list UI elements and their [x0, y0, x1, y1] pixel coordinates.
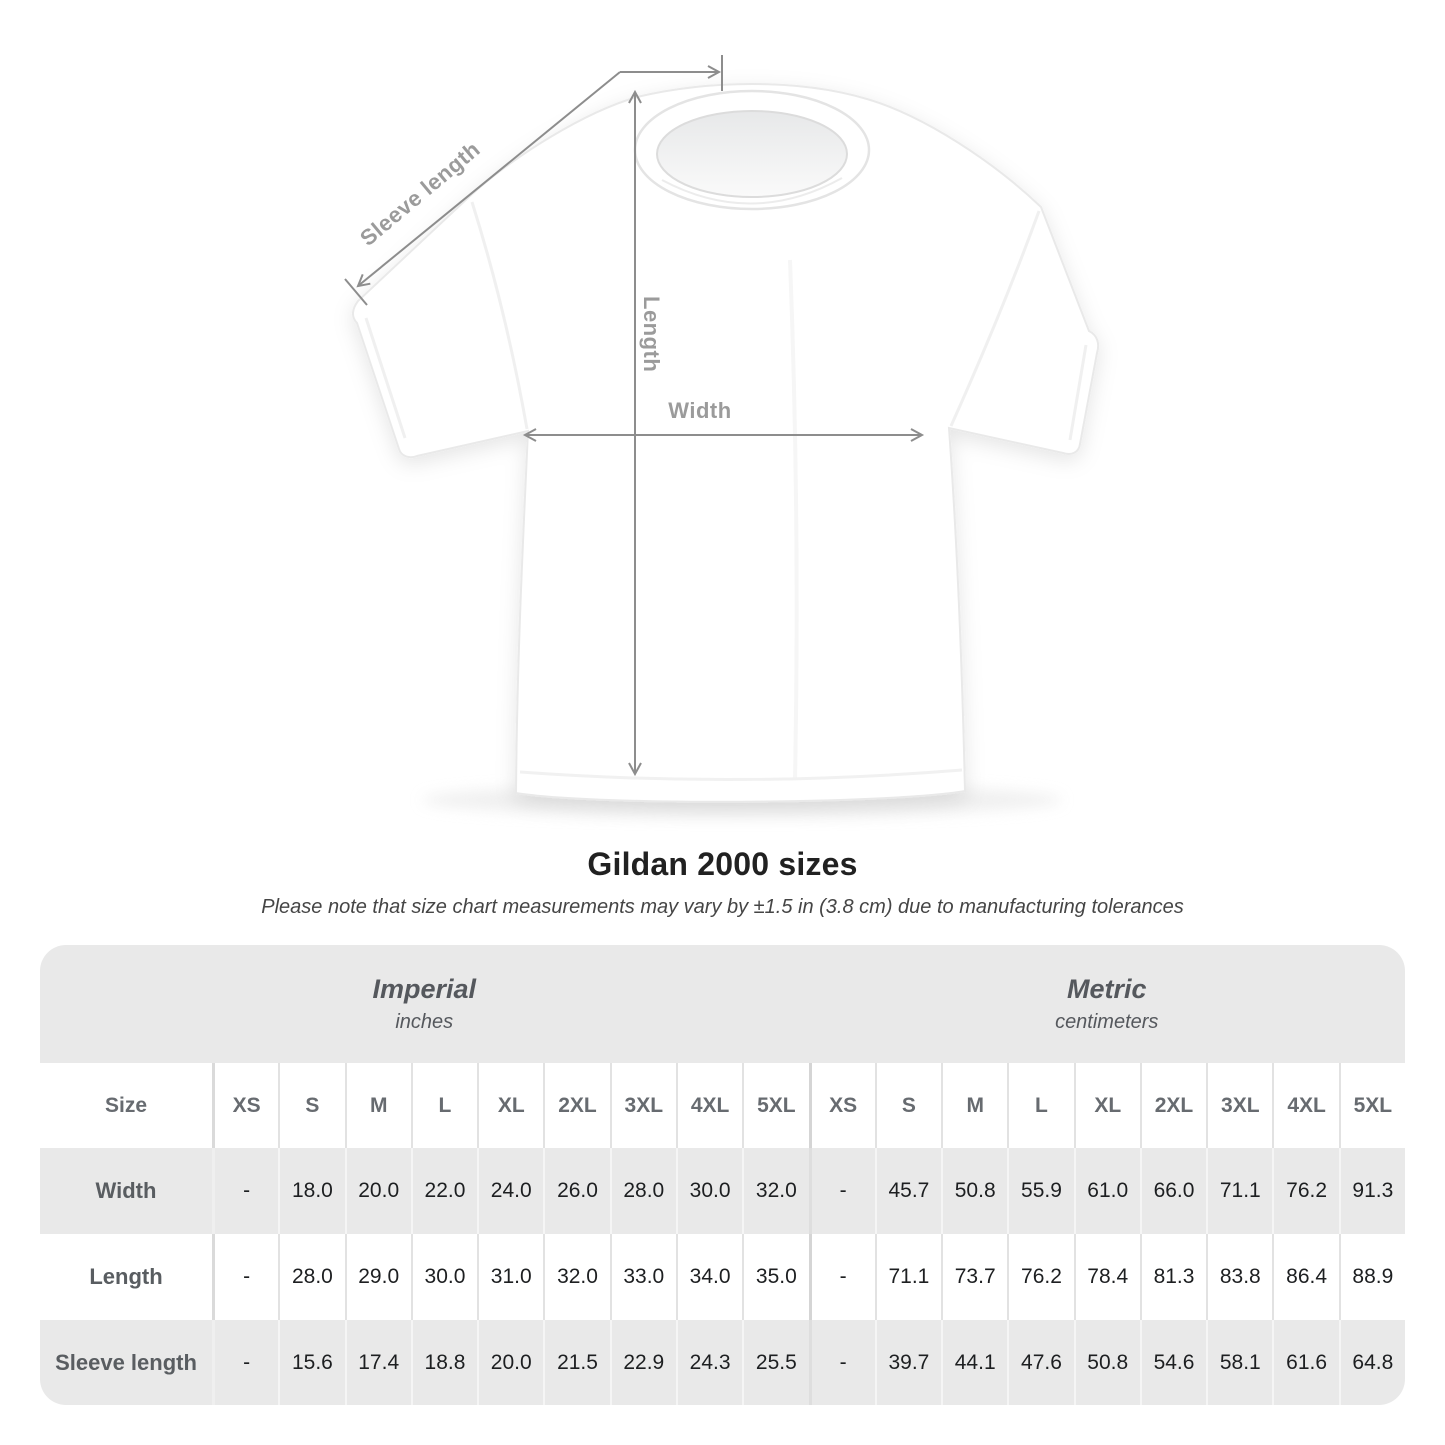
imperial-header: Imperial inches	[40, 945, 809, 1063]
tshirt-illustration: Sleeve length Length Width	[344, 55, 1100, 816]
width-cell: 61.0	[1073, 1148, 1140, 1234]
sleeve-length-cell: 15.6	[278, 1320, 345, 1405]
metric-header: Metric centimeters	[808, 945, 1405, 1063]
size-header-cell: 4XL	[675, 1063, 743, 1148]
width-cell: 71.1	[1206, 1148, 1273, 1234]
length-cell: 86.4	[1272, 1234, 1339, 1320]
sleeve-length-cell: -	[212, 1320, 279, 1405]
length-cell: 31.0	[477, 1234, 544, 1320]
page-subtitle: Please note that size chart measurements…	[261, 896, 1184, 918]
sleeve-length-cell: 39.7	[874, 1320, 942, 1405]
imperial-title: Imperial	[372, 974, 477, 1004]
shirt-sleeve-seam-left	[364, 317, 407, 439]
length-cell: 29.0	[344, 1234, 411, 1320]
size-header-cell: 2XL	[543, 1063, 610, 1148]
size-header-row-label: Size	[40, 1063, 212, 1148]
size-header-cell: XL	[477, 1063, 544, 1148]
width-cell: 26.0	[543, 1148, 610, 1234]
length-cell: 30.0	[410, 1234, 478, 1320]
sleeve-length-cell: 58.1	[1206, 1320, 1273, 1405]
sleeve-length-cell: 21.5	[543, 1320, 610, 1405]
shirt-crease-left	[470, 201, 529, 430]
size-header-cell: L	[410, 1063, 478, 1148]
size-header-cell: L	[1007, 1063, 1074, 1148]
size-header-cell: XS	[808, 1063, 875, 1148]
size-header-cell: S	[278, 1063, 345, 1148]
sleeve-length-cell: 64.8	[1338, 1320, 1405, 1405]
width-cell: 24.0	[477, 1148, 544, 1234]
sleeve-length-cell: 24.3	[675, 1320, 743, 1405]
shirt-body	[352, 82, 1100, 803]
size-header-cell: XL	[1073, 1063, 1140, 1148]
length-cell: 81.3	[1139, 1234, 1207, 1320]
width-cell: 45.7	[874, 1148, 942, 1234]
length-cell: 71.1	[874, 1234, 942, 1320]
length-cell: 88.9	[1338, 1234, 1405, 1320]
width-cell: -	[808, 1148, 875, 1234]
metric-title: Metric	[1066, 974, 1147, 1004]
width-cell: 76.2	[1272, 1148, 1339, 1234]
metric-unit: centimeters	[1055, 1011, 1159, 1033]
shirt-sleeve-seam-right	[1068, 344, 1088, 441]
width-cell: 32.0	[742, 1148, 809, 1234]
length-cell: 32.0	[543, 1234, 610, 1320]
size-header-cell: 5XL	[1338, 1063, 1405, 1148]
length-label: Length	[639, 296, 664, 372]
width-cell: 30.0	[675, 1148, 743, 1234]
sleeve-length-cell: 17.4	[344, 1320, 411, 1405]
shirt-crease-right	[949, 210, 1041, 427]
length-cell: 76.2	[1007, 1234, 1074, 1320]
width-cell: 55.9	[1007, 1148, 1074, 1234]
width-cell: 20.0	[344, 1148, 411, 1234]
shirt-hem-seam	[519, 768, 963, 782]
length-cell: -	[808, 1234, 875, 1320]
size-header-cell: 3XL	[609, 1063, 676, 1148]
width-cell: 28.0	[609, 1148, 676, 1234]
size-header-cell: M	[344, 1063, 411, 1148]
shirt-crease-body	[788, 259, 799, 781]
width-cell: -	[212, 1148, 279, 1234]
page-title: Gildan 2000 sizes	[587, 846, 858, 882]
size-header-cell: M	[941, 1063, 1008, 1148]
length-cell: 83.8	[1206, 1234, 1273, 1320]
length-cell: 35.0	[742, 1234, 809, 1320]
sleeve-length-cell: 61.6	[1272, 1320, 1339, 1405]
length-cell: -	[212, 1234, 279, 1320]
size-header-cell: 3XL	[1206, 1063, 1273, 1148]
size-header-cell: XS	[212, 1063, 279, 1148]
width-row-label: Width	[40, 1148, 212, 1234]
length-row-label: Length	[40, 1234, 212, 1320]
width-cell: 50.8	[941, 1148, 1008, 1234]
length-cell: 73.7	[941, 1234, 1008, 1320]
width-cell: 18.0	[278, 1148, 345, 1234]
length-cell: 33.0	[609, 1234, 676, 1320]
sleeve-length-cell: 25.5	[742, 1320, 809, 1405]
sleeve-length-cell: -	[808, 1320, 875, 1405]
length-cell: 34.0	[675, 1234, 743, 1320]
size-header-cell: S	[874, 1063, 942, 1148]
sleeve-length-row-label: Sleeve length	[40, 1320, 212, 1405]
length-cell: 28.0	[278, 1234, 345, 1320]
width-cell: 91.3	[1338, 1148, 1405, 1234]
width-cell: 66.0	[1139, 1148, 1207, 1234]
size-table: Imperial inches Metric centimeters Size X…	[40, 945, 1405, 1405]
size-header-cell: 5XL	[742, 1063, 809, 1148]
width-cell: 22.0	[410, 1148, 478, 1234]
sleeve-length-cell: 54.6	[1139, 1320, 1207, 1405]
sleeve-length-cell: 47.6	[1007, 1320, 1074, 1405]
sleeve-length-cell: 50.8	[1073, 1320, 1140, 1405]
sleeve-length-cell: 18.8	[410, 1320, 478, 1405]
shirt-collar-opening	[656, 110, 848, 198]
sleeve-length-arrow	[344, 55, 723, 306]
size-header-cell: 2XL	[1139, 1063, 1207, 1148]
imperial-unit: inches	[395, 1011, 454, 1033]
width-label: Width	[668, 398, 731, 423]
sleeve-length-cell: 20.0	[477, 1320, 544, 1405]
shirt-collar-seam	[661, 177, 843, 205]
length-cell: 78.4	[1073, 1234, 1140, 1320]
sleeve-length-cell: 44.1	[941, 1320, 1008, 1405]
size-header-cell: 4XL	[1272, 1063, 1339, 1148]
sleeve-length-cell: 22.9	[609, 1320, 676, 1405]
